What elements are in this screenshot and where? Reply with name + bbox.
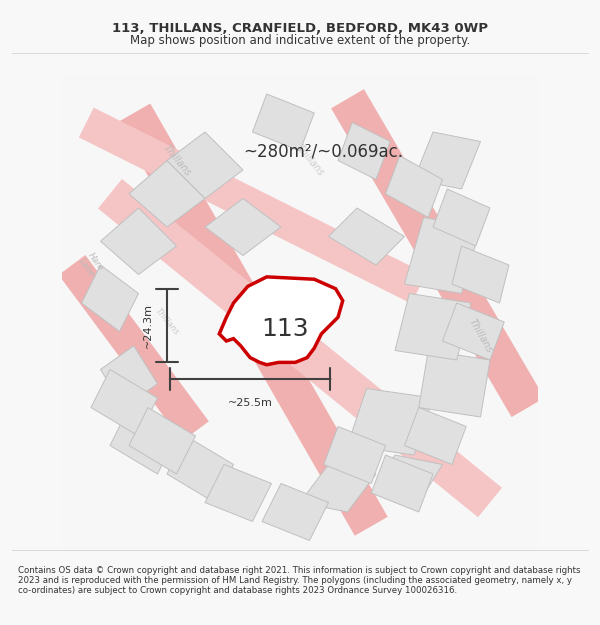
Polygon shape: [117, 104, 388, 536]
Polygon shape: [205, 199, 281, 256]
Text: ~24.3m: ~24.3m: [143, 303, 153, 348]
Polygon shape: [79, 107, 426, 304]
Polygon shape: [329, 208, 404, 265]
Polygon shape: [371, 455, 433, 512]
Text: Thillans: Thillans: [153, 307, 181, 338]
Polygon shape: [338, 122, 390, 179]
Polygon shape: [419, 351, 490, 417]
Polygon shape: [98, 179, 502, 518]
Text: ~280m²/~0.069ac.: ~280m²/~0.069ac.: [243, 142, 403, 160]
Polygon shape: [386, 156, 443, 218]
Text: ~25.5m: ~25.5m: [227, 398, 272, 408]
Polygon shape: [253, 94, 314, 151]
Text: 113, THILLANS, CRANFIELD, BEDFORD, MK43 0WP: 113, THILLANS, CRANFIELD, BEDFORD, MK43 …: [112, 22, 488, 34]
Polygon shape: [414, 132, 481, 189]
Polygon shape: [205, 464, 271, 521]
Text: 113: 113: [262, 317, 309, 341]
Polygon shape: [100, 208, 176, 274]
Polygon shape: [110, 408, 176, 474]
Polygon shape: [433, 189, 490, 246]
Polygon shape: [404, 217, 481, 294]
Polygon shape: [167, 132, 243, 199]
Polygon shape: [404, 408, 466, 464]
Polygon shape: [371, 455, 443, 503]
Polygon shape: [443, 303, 504, 360]
Polygon shape: [100, 346, 157, 408]
Text: Contains OS data © Crown copyright and database right 2021. This information is : Contains OS data © Crown copyright and d…: [18, 566, 581, 596]
Polygon shape: [129, 408, 196, 474]
Polygon shape: [129, 161, 205, 227]
Polygon shape: [219, 277, 343, 365]
Polygon shape: [59, 255, 209, 441]
Polygon shape: [395, 294, 471, 360]
Text: Map shows position and indicative extent of the property.: Map shows position and indicative extent…: [130, 34, 470, 47]
Text: Hare
Lane: Hare Lane: [77, 251, 105, 279]
Text: Thillans: Thillans: [293, 143, 325, 178]
Polygon shape: [91, 369, 157, 436]
Text: Thillans: Thillans: [467, 318, 494, 355]
Polygon shape: [300, 464, 376, 512]
Polygon shape: [262, 484, 329, 541]
Polygon shape: [452, 246, 509, 303]
Polygon shape: [167, 436, 233, 502]
Polygon shape: [82, 265, 139, 331]
Polygon shape: [331, 89, 544, 417]
Text: Thillans: Thillans: [161, 143, 193, 178]
Polygon shape: [347, 389, 433, 455]
Polygon shape: [324, 426, 386, 484]
